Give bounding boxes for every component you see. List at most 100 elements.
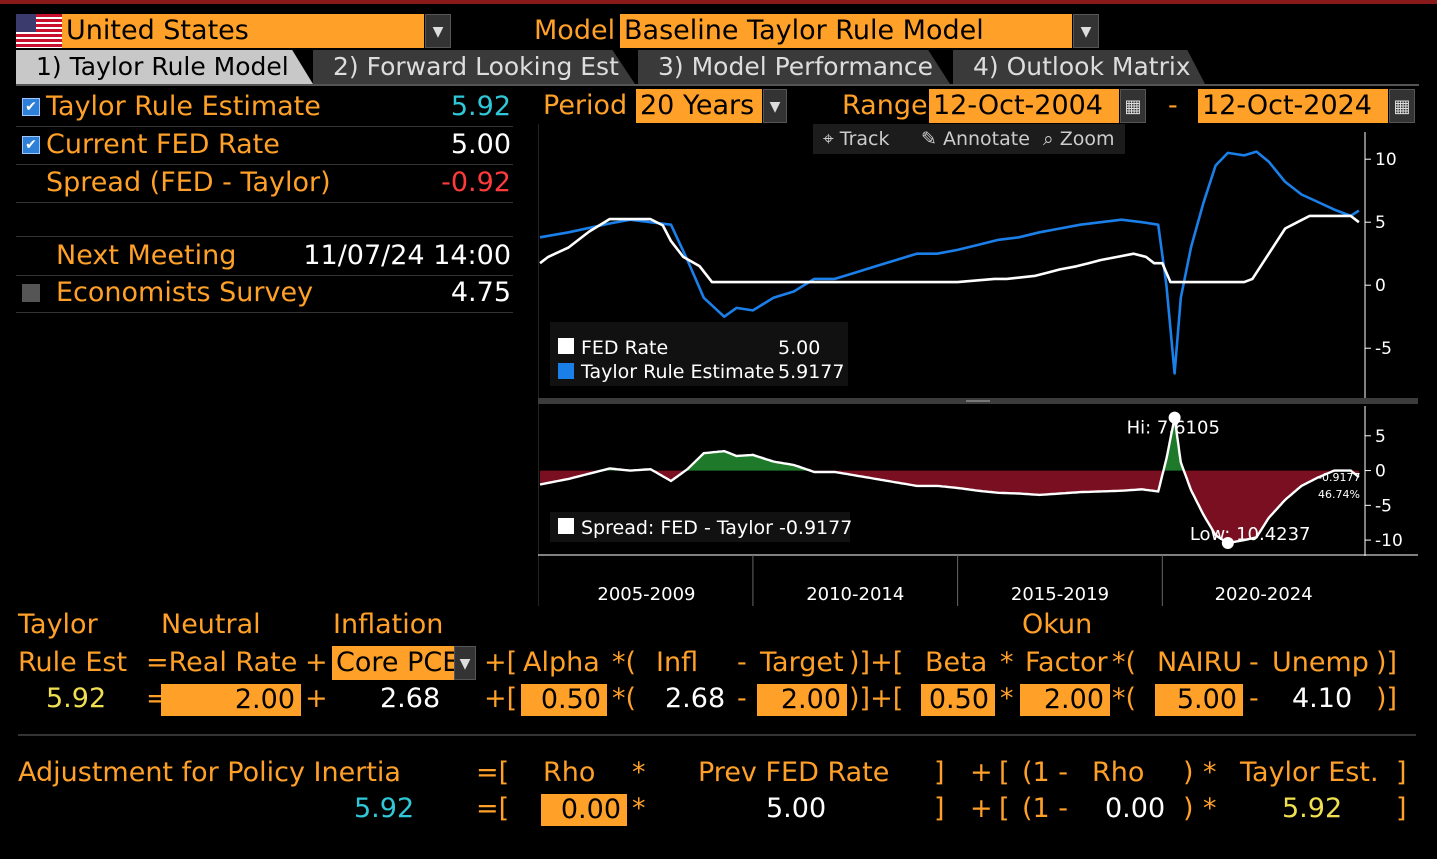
header-minus: - xyxy=(737,647,747,678)
header-beta: Beta xyxy=(925,647,988,678)
range-start-field[interactable]: 12-Oct-2004 xyxy=(929,89,1119,123)
inertia-header-eq: =[ xyxy=(476,757,510,788)
header-open-bracket: +[ xyxy=(484,647,518,678)
header-alpha: Alpha xyxy=(523,647,600,678)
value-minus-2: - xyxy=(1249,683,1259,714)
spread-legend-swatch xyxy=(558,518,574,534)
fed-rate-legend-swatch xyxy=(558,338,574,354)
current-fed-rate-value: 5.00 xyxy=(450,129,511,160)
header-infl: Infl xyxy=(656,647,699,678)
crosshair-icon: ⌖ xyxy=(823,128,834,150)
header-target: Target xyxy=(760,647,844,678)
rho-input[interactable]: 0.00 xyxy=(541,794,627,826)
inflation-measure-select[interactable]: Core PCE xyxy=(332,646,454,680)
range-start-calendar-button[interactable]: ▦ xyxy=(1120,89,1146,123)
period-label: Period xyxy=(543,90,628,121)
inertia-rho-value: 0.00 xyxy=(1105,793,1166,824)
period-select[interactable]: 20 Years xyxy=(636,89,762,123)
hi-label: Hi: 7.6105 xyxy=(1127,418,1220,439)
inflation-measure-dropdown-button[interactable]: ▼ xyxy=(454,646,476,680)
country-select[interactable]: United States xyxy=(62,14,424,48)
top-y-tick-label: 0 xyxy=(1375,276,1386,296)
inertia-result-value: 5.92 xyxy=(354,793,415,824)
header-taylor: Taylor xyxy=(18,609,98,640)
annotate-label: Annotate xyxy=(942,128,1030,150)
row-taylor-estimate: ✔ Taylor Rule Estimate 5.92 xyxy=(16,88,513,127)
row-economists-survey: Economists Survey 4.75 xyxy=(16,274,513,313)
chevron-down-icon: ▼ xyxy=(459,656,471,672)
spread-legend-name: Spread: FED - Taylor -0.9177 xyxy=(581,517,852,539)
bottom-y-tick-label: -10 xyxy=(1375,531,1403,551)
period-dropdown-button[interactable]: ▼ xyxy=(763,89,787,123)
spread-negative-area xyxy=(540,470,1359,543)
row-next-meeting: Next Meeting 11/07/24 14:00 xyxy=(16,236,513,276)
header-real-rate: =Real Rate xyxy=(146,647,298,678)
range-separator: - xyxy=(1168,90,1178,121)
inertia-header-open: [ xyxy=(999,757,1010,788)
checkbox-taylor-estimate[interactable]: ✔ xyxy=(22,98,40,116)
economists-survey-label: Economists Survey xyxy=(56,277,314,308)
alpha-input[interactable]: 0.50 xyxy=(521,684,607,716)
value-open-bracket: +[ xyxy=(484,683,518,714)
inertia-header-close: ] xyxy=(934,757,945,788)
inertia-header-mult: * xyxy=(632,757,646,788)
checkbox-current-fed-rate[interactable]: ✔ xyxy=(22,136,40,154)
value-mult-open-2: *( xyxy=(1112,683,1137,714)
tab-model-performance[interactable]: 3) Model Performance xyxy=(638,50,950,84)
inertia-value-close-2: ] xyxy=(1396,793,1407,824)
header-close-plus-open: )]+[ xyxy=(849,647,904,678)
okun-factor-input[interactable]: 2.00 xyxy=(1020,684,1110,716)
zoom-button[interactable]: ⌕ Zoom xyxy=(1043,124,1114,154)
model-label: Model xyxy=(534,15,616,46)
inertia-value-mult: * xyxy=(632,793,646,824)
track-button[interactable]: ⌖ Track xyxy=(823,124,889,154)
annotate-button[interactable]: ✎ Annotate xyxy=(921,124,1030,154)
us-flag-icon xyxy=(16,14,62,48)
inertia-header-rho: Rho xyxy=(543,757,596,788)
economists-survey-toggle[interactable] xyxy=(22,284,40,302)
model-select[interactable]: Baseline Taylor Rule Model xyxy=(620,14,1072,48)
inertia-header-close-2: ] xyxy=(1396,757,1407,788)
inertia-value-close: ] xyxy=(934,793,945,824)
inertia-label: Adjustment for Policy Inertia xyxy=(18,757,401,788)
value-plus: + xyxy=(305,683,328,714)
range-end-calendar-button[interactable]: ▦ xyxy=(1389,89,1415,123)
next-meeting-value: 11/07/24 14:00 xyxy=(303,240,511,271)
header-plus: + xyxy=(305,647,328,678)
value-minus: - xyxy=(737,683,747,714)
tab-outlook-matrix[interactable]: 4) Outlook Matrix xyxy=(953,50,1205,84)
inertia-taylor-value: 5.92 xyxy=(1282,793,1343,824)
top-accent-line xyxy=(0,0,1437,4)
current-fed-rate-label: Current FED Rate xyxy=(46,129,280,160)
chevron-down-icon: ▼ xyxy=(769,99,781,115)
header-mult-open: *( xyxy=(612,647,637,678)
spread-label: Spread (FED - Taylor) xyxy=(46,167,331,198)
value-close: )] xyxy=(1376,683,1398,714)
target-input[interactable]: 2.00 xyxy=(757,684,847,716)
low-marker xyxy=(1221,537,1234,550)
country-dropdown-button[interactable]: ▼ xyxy=(425,14,451,48)
pencil-icon: ✎ xyxy=(921,128,937,150)
beta-input[interactable]: 0.50 xyxy=(921,684,995,716)
tab-taylor-rule-model[interactable]: 1) Taylor Rule Model xyxy=(16,50,313,84)
range-end-field[interactable]: 12-Oct-2024 xyxy=(1198,89,1388,123)
top-y-tick-label: 5 xyxy=(1375,213,1386,233)
header-unemp: Unemp xyxy=(1272,647,1369,678)
x-period-label: 2005-2009 xyxy=(597,584,695,605)
inflation-value: 2.68 xyxy=(380,683,441,714)
next-meeting-label: Next Meeting xyxy=(56,240,237,271)
model-dropdown-button[interactable]: ▼ xyxy=(1073,14,1099,48)
header-mult-open-2: *( xyxy=(1112,647,1137,678)
inertia-header-mult-2: * xyxy=(1203,757,1217,788)
inertia-header-plus: + xyxy=(970,757,993,788)
nairu-input[interactable]: 5.00 xyxy=(1155,684,1243,716)
inertia-header-taylor-est: Taylor Est. xyxy=(1240,757,1379,788)
inertia-value-plus: + xyxy=(970,793,993,824)
header-okun: Okun xyxy=(1022,609,1093,640)
real-rate-input[interactable]: 2.00 xyxy=(161,684,301,716)
x-period-label: 2010-2014 xyxy=(806,584,904,605)
infl-value: 2.68 xyxy=(665,683,726,714)
value-close-plus-open: )]+[ xyxy=(849,683,904,714)
inertia-value-one-minus: (1 - xyxy=(1022,793,1069,824)
tab-forward-looking-est[interactable]: 2) Forward Looking Est xyxy=(313,50,635,84)
